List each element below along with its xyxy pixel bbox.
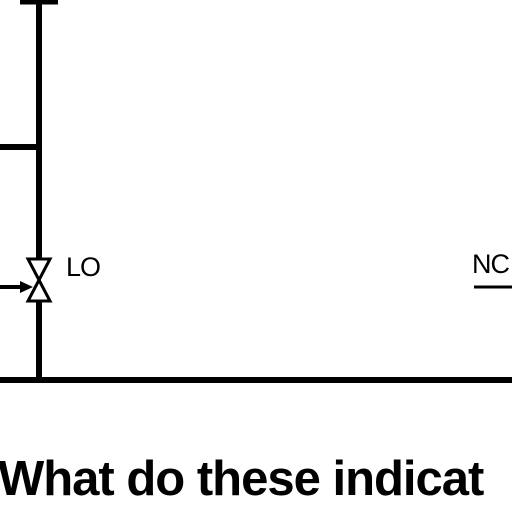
gate-valve-icon xyxy=(25,257,53,303)
flow-arrow-icon xyxy=(0,281,33,293)
question-text: What do these indicat xyxy=(0,452,484,506)
valve-label-nc: NC xyxy=(472,249,510,279)
valve-label-lo: LO xyxy=(66,252,101,282)
